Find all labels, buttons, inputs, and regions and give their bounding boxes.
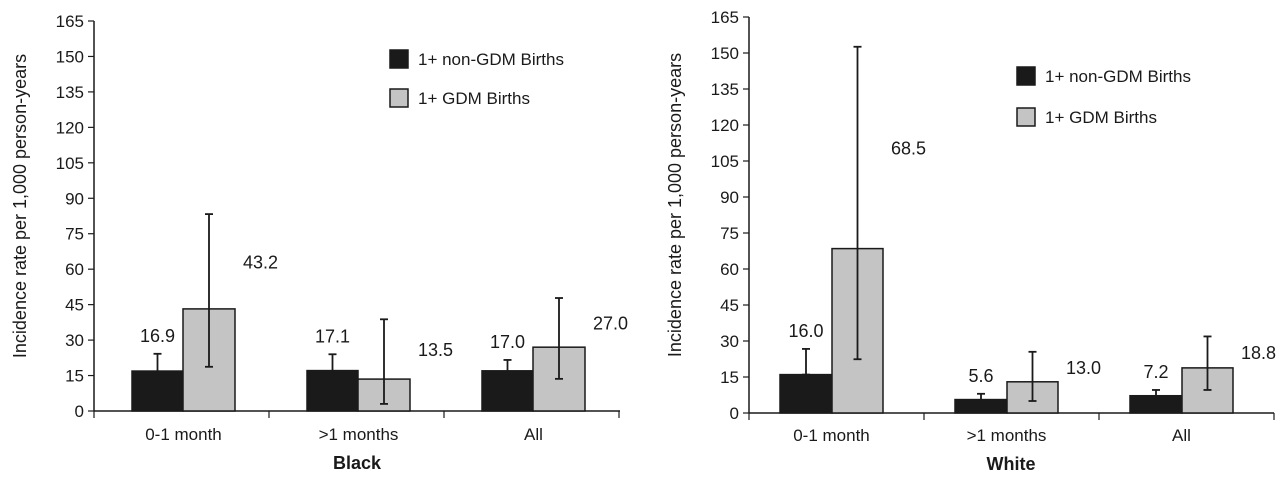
legend-swatch [1016,66,1036,86]
x-axis-title: White [987,454,1036,474]
data-label: 13.5 [418,340,453,360]
legend-swatch [1016,107,1036,127]
y-tick-label: 45 [720,296,739,315]
data-label: 16.0 [788,321,823,341]
x-tick-label: >1 months [967,426,1047,445]
y-tick-label: 30 [720,332,739,351]
data-label: 5.6 [968,366,993,386]
y-tick-label: 45 [65,296,84,315]
y-tick-label: 0 [75,402,84,421]
y-axis-title: Incidence rate per 1,000 person-years [10,54,30,358]
data-label: 16.9 [140,326,175,346]
y-tick-label: 105 [711,152,739,171]
data-label: 17.1 [315,326,350,346]
legend-label: 1+ non-GDM Births [418,50,564,69]
y-tick-label: 135 [711,80,739,99]
y-tick-label: 15 [65,367,84,386]
y-axis-title: Incidence rate per 1,000 person-years [665,53,685,357]
y-tick-label: 120 [56,118,84,137]
y-tick-label: 0 [730,404,739,423]
y-tick-label: 105 [56,154,84,173]
data-label: 18.8 [1241,343,1276,363]
x-tick-label: All [524,425,543,444]
y-tick-label: 30 [65,331,84,350]
x-tick-label: 0-1 month [145,425,222,444]
data-label: 7.2 [1143,362,1168,382]
y-tick-label: 60 [720,260,739,279]
y-tick-label: 90 [65,189,84,208]
x-tick-label: 0-1 month [793,426,870,445]
data-label: 17.0 [490,332,525,352]
legend-label: 1+ non-GDM Births [1045,67,1191,86]
bar [779,373,833,414]
y-tick-label: 120 [711,116,739,135]
data-label: 13.0 [1066,358,1101,378]
legend-swatch [389,49,409,69]
legend-swatch [389,88,409,108]
legend-label: 1+ GDM Births [418,89,530,108]
y-tick-label: 165 [711,8,739,27]
y-tick-label: 75 [65,225,84,244]
y-tick-label: 135 [56,83,84,102]
x-tick-label: >1 months [319,425,399,444]
y-tick-label: 75 [720,224,739,243]
data-label: 68.5 [891,139,926,159]
y-tick-label: 150 [56,47,84,66]
legend-label: 1+ GDM Births [1045,108,1157,127]
y-tick-label: 165 [56,12,84,31]
y-tick-label: 90 [720,188,739,207]
y-tick-label: 150 [711,44,739,63]
x-tick-label: All [1172,426,1191,445]
y-tick-label: 60 [65,260,84,279]
data-label: 27.0 [593,314,628,334]
data-label: 43.2 [243,253,278,273]
y-tick-label: 15 [720,368,739,387]
x-axis-title: Black [333,453,382,473]
